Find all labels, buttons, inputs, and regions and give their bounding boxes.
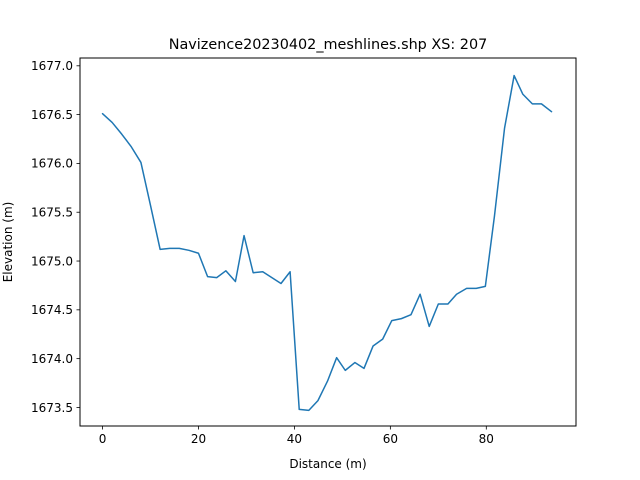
y-tick-label: 1674.0	[31, 352, 73, 366]
y-tick-label: 1675.5	[31, 206, 73, 220]
y-tick-label: 1677.0	[31, 59, 73, 73]
y-tick-label: 1674.5	[31, 303, 73, 317]
chart-title: Navizence20230402_meshlines.shp XS: 207	[169, 37, 488, 53]
plot-frame	[79, 57, 577, 427]
x-tick-label: 20	[191, 432, 206, 446]
y-tick-label: 1676.5	[31, 108, 73, 122]
y-axis-ticks: 1673.5 1674.0 1674.5 1675.0 1675.5 1676.0 1676…	[31, 59, 80, 415]
x-axis-label: Distance (m)	[289, 457, 366, 471]
y-axis-label: Elevation (m)	[1, 202, 15, 283]
x-axis-ticks: 0 20 40 60 80	[99, 426, 494, 446]
y-tick-label: 1675.0	[31, 254, 73, 268]
x-tick-label: 40	[287, 432, 302, 446]
x-tick-label: 80	[479, 432, 494, 446]
series-line-0	[101, 74, 553, 412]
y-tick-label: 1673.5	[31, 401, 73, 415]
y-tick-label: 1676.0	[31, 157, 73, 171]
x-tick-label: 0	[99, 432, 107, 446]
series-layer	[101, 74, 553, 412]
x-tick-label: 60	[383, 432, 398, 446]
